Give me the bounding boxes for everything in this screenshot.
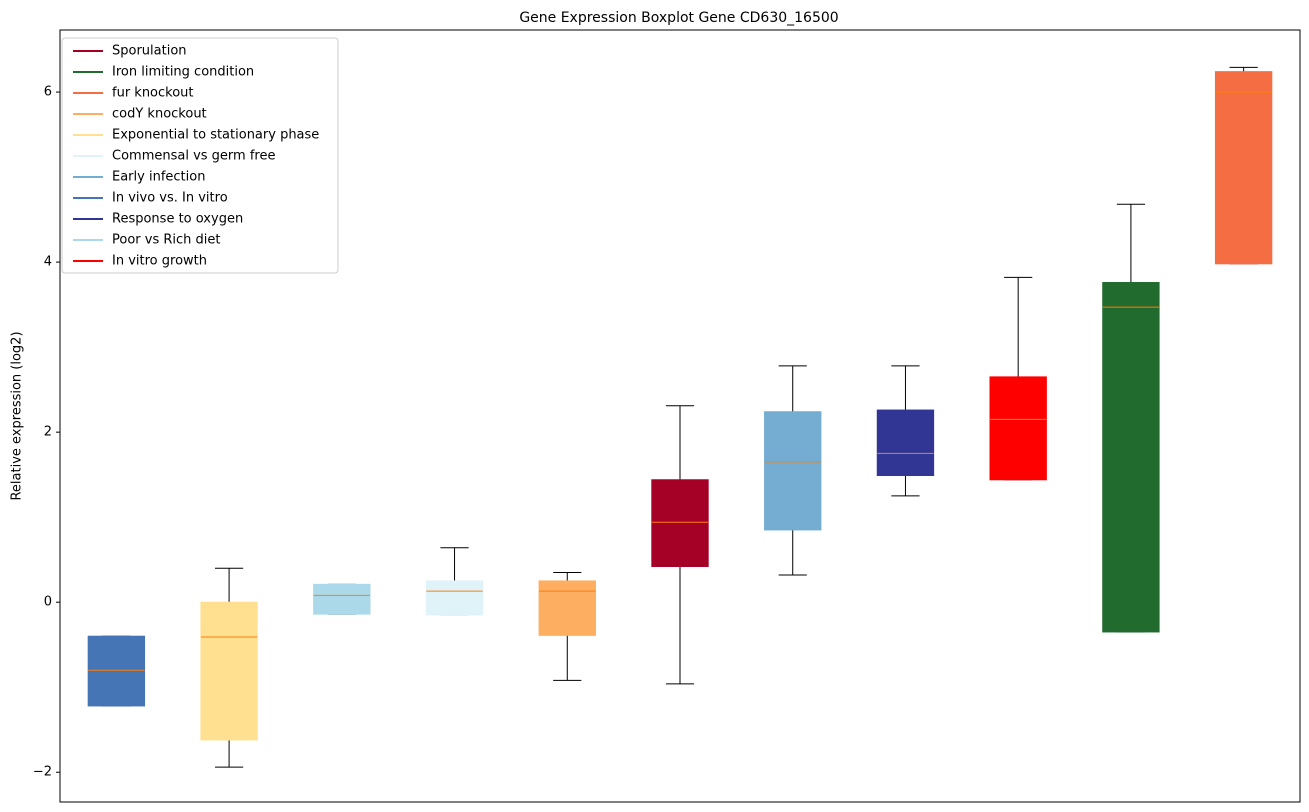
box [989,376,1047,481]
y-tick-label: 4 [44,255,52,270]
box [425,580,484,616]
box [1214,71,1273,265]
box [876,409,935,477]
plot-frame [59,29,1301,803]
y-tick-label: 2 [44,425,52,440]
legend-label: Iron limiting condition [112,65,254,80]
legend-label: fur knockout [112,86,194,101]
box [651,479,709,567]
legend-label: Exponential to stationary phase [112,128,319,143]
y-tick-label: 6 [44,85,52,100]
legend-label: Response to oxygen [112,212,243,227]
legend-label: Commensal vs germ free [112,149,275,164]
legend-label: Poor vs Rich diet [112,233,220,248]
box [1102,282,1160,633]
box [538,580,596,636]
box [313,583,371,615]
legend-frame [61,37,339,274]
chart-title: Gene Expression Boxplot Gene CD630_16500 [519,10,838,26]
y-tick-label: 0 [44,595,52,610]
box [87,635,146,707]
legend-label: codY knockout [112,107,207,122]
legend-label: In vitro growth [112,254,207,269]
legend-label: In vivo vs. In vitro [112,191,228,206]
legend-label: Early infection [112,170,205,185]
y-axis-label: Relative expression (log2) [10,331,25,500]
legend-label: Sporulation [112,44,187,59]
y-tick-label: −2 [33,765,52,780]
box [764,411,822,531]
box [200,601,258,741]
